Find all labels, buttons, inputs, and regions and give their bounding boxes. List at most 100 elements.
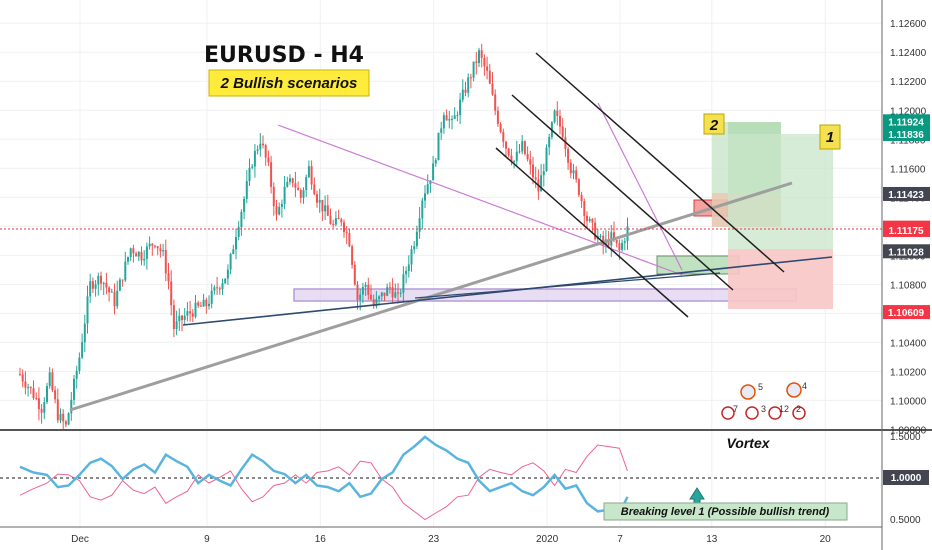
candle-body: [56, 399, 59, 421]
candle-body: [164, 250, 167, 274]
candle-body: [275, 206, 278, 215]
candle-body: [321, 199, 324, 212]
candle-body: [159, 248, 162, 252]
candle-body: [64, 421, 67, 425]
event-count: 4: [802, 381, 807, 391]
price-tick-label: 1.10400: [890, 338, 927, 349]
candle-body: [256, 149, 259, 151]
price-tag-bg: [883, 127, 930, 142]
price-tag-label: 1.11175: [888, 226, 923, 237]
candle-body: [361, 286, 364, 295]
candle-body: [540, 175, 543, 192]
candle-body: [599, 235, 602, 237]
candle-body: [607, 239, 610, 246]
candle-body: [577, 179, 580, 195]
candle-body: [113, 291, 116, 307]
grid: [0, 0, 882, 527]
candle-body: [542, 171, 545, 176]
candle-body: [70, 399, 73, 414]
candle-body: [399, 292, 402, 294]
price-tag-bg: [883, 244, 930, 259]
candle-body: [54, 390, 57, 400]
candle-body: [205, 299, 208, 307]
candle-body: [208, 303, 210, 307]
candle-body: [507, 148, 510, 156]
trend-lines: [0, 52, 882, 412]
event-count: 12: [779, 404, 789, 414]
candle-body: [615, 239, 618, 244]
candle-body: [305, 177, 308, 191]
price-tag-bg: [883, 222, 930, 237]
candle-body: [83, 323, 86, 343]
candle-body: [278, 206, 281, 215]
candle-body: [370, 294, 372, 300]
price-tag-bg: [883, 114, 930, 129]
candle-body: [272, 186, 275, 207]
candle-body: [59, 413, 62, 421]
price-tag-bg: [883, 186, 930, 201]
candle-body: [329, 215, 332, 224]
candle-body: [89, 281, 92, 297]
candle-body: [429, 180, 432, 185]
candle-body: [559, 115, 561, 127]
scenario1-target: [728, 134, 833, 249]
candle-body: [434, 160, 437, 164]
candle-body: [356, 284, 359, 301]
candle-body: [316, 194, 318, 203]
candle-body: [397, 292, 399, 294]
candle-body: [62, 413, 65, 422]
price-axis: 1.126001.124001.122001.120001.118001.116…: [890, 19, 927, 436]
candle-body: [488, 70, 491, 84]
candle-body: [572, 170, 575, 174]
candle-body: [94, 284, 97, 289]
candle-body: [170, 281, 173, 306]
candle-body: [35, 398, 38, 400]
candle-body: [110, 291, 113, 293]
candle-body: [19, 374, 21, 376]
candle-body: [224, 278, 227, 284]
chart-title: EURUSD - H4: [204, 43, 364, 68]
trade-zones: [293, 122, 833, 309]
candle-body: [191, 313, 194, 317]
candle-body: [499, 123, 502, 132]
candle-body: [27, 387, 30, 389]
up-arrow-icon: [689, 487, 705, 506]
candle-body: [545, 147, 548, 172]
candle-body: [148, 243, 151, 247]
candle-body: [613, 232, 615, 240]
candle-body: [475, 61, 478, 63]
indicator-name: Vortex: [726, 435, 770, 451]
candle-body: [364, 284, 367, 287]
candle-body: [259, 143, 262, 150]
candle-body: [467, 77, 470, 93]
price-tick-label: 1.10000: [890, 396, 927, 407]
candle-body: [621, 242, 624, 250]
candle-body: [426, 184, 429, 194]
candle-body: [73, 378, 75, 400]
event-count: 2: [796, 404, 801, 414]
event-marker-icon: [786, 382, 802, 398]
candle-body: [297, 187, 300, 191]
candle-body: [594, 222, 597, 240]
candle-body: [240, 211, 243, 228]
candle-body: [140, 251, 143, 261]
candle-body: [248, 167, 251, 182]
candle-body: [388, 287, 391, 289]
candle-body: [186, 311, 189, 316]
candle-body: [175, 321, 178, 329]
time-tick-label: 13: [706, 534, 718, 545]
candle-body: [116, 290, 119, 307]
event-markers[interactable]: 5 4 7 3 12 2: [721, 381, 807, 420]
candle-body: [442, 115, 445, 129]
candle-body: [602, 235, 605, 246]
event-count: 3: [761, 404, 766, 414]
candle-body: [67, 413, 70, 425]
chart-subtitle: 2 Bullish scenarios: [220, 75, 358, 92]
time-tick-label: Dec: [71, 534, 89, 545]
candle-body: [40, 409, 43, 413]
time-tick-label: 20: [820, 534, 832, 545]
candle-body: [437, 132, 440, 161]
candle-body: [591, 219, 594, 223]
candle-body: [78, 357, 81, 371]
